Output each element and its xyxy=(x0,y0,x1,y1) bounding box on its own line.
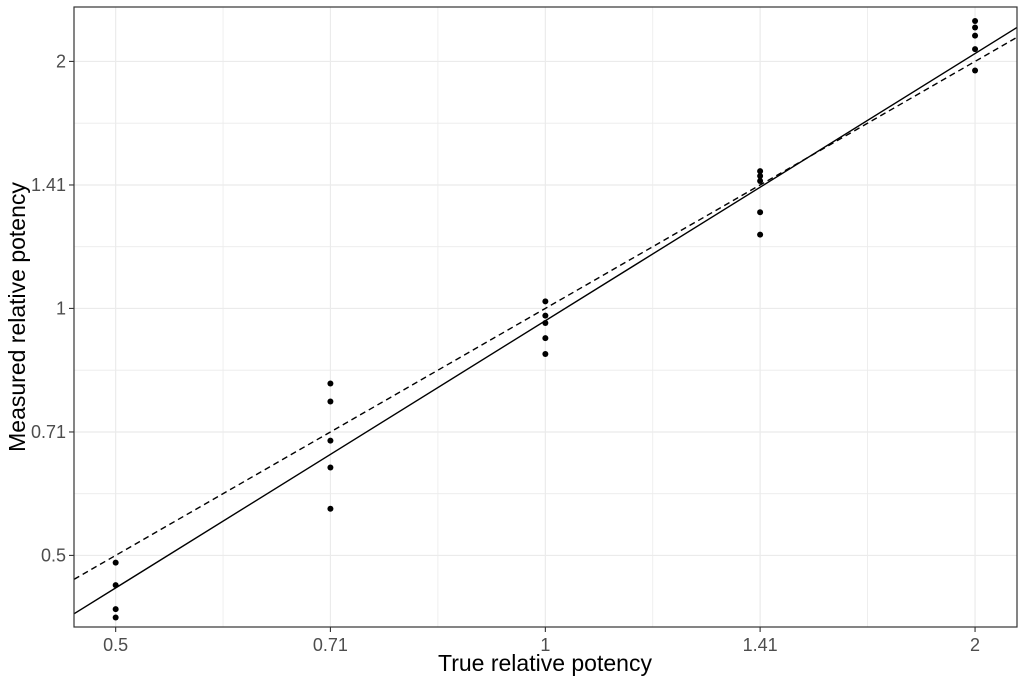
data-point xyxy=(757,231,764,238)
data-point xyxy=(327,398,334,405)
x-tick-label: 1 xyxy=(540,635,550,655)
x-tick-label: 0.5 xyxy=(103,635,128,655)
y-axis-title: Measured relative potency xyxy=(4,182,30,452)
data-point xyxy=(327,437,334,444)
data-point xyxy=(757,209,764,216)
y-tick-label: 1 xyxy=(56,298,66,318)
x-tick-label: 1.41 xyxy=(743,635,778,655)
data-point xyxy=(972,46,979,53)
data-point xyxy=(542,298,549,305)
x-tick-label: 0.71 xyxy=(313,635,348,655)
data-point xyxy=(757,177,764,184)
y-tick-label: 1.41 xyxy=(31,175,66,195)
data-point xyxy=(112,582,119,589)
x-tick-label: 2 xyxy=(970,635,980,655)
data-point xyxy=(112,559,119,566)
data-point xyxy=(112,606,119,613)
data-points xyxy=(112,18,979,621)
data-point xyxy=(327,505,334,512)
data-point xyxy=(542,312,549,319)
x-axis-ticks: 0.5 0.71 1 1.41 2 xyxy=(103,627,980,655)
data-point xyxy=(542,350,549,357)
data-point xyxy=(972,18,979,25)
data-point xyxy=(327,380,334,387)
data-point xyxy=(757,168,764,175)
data-point xyxy=(972,24,979,31)
x-axis-title: True relative potency xyxy=(438,650,652,676)
data-point xyxy=(542,319,549,326)
data-point xyxy=(972,67,979,74)
data-point xyxy=(757,173,764,180)
data-point xyxy=(972,32,979,39)
reference-line xyxy=(74,36,1017,580)
y-axis-ticks: 0.5 0.71 1 1.41 2 xyxy=(31,51,74,565)
y-tick-label: 0.5 xyxy=(41,545,66,565)
y-tick-label: 2 xyxy=(56,51,66,71)
y-tick-label: 0.71 xyxy=(31,422,66,442)
data-point xyxy=(542,335,549,342)
data-point xyxy=(327,464,334,471)
data-point xyxy=(112,614,119,621)
